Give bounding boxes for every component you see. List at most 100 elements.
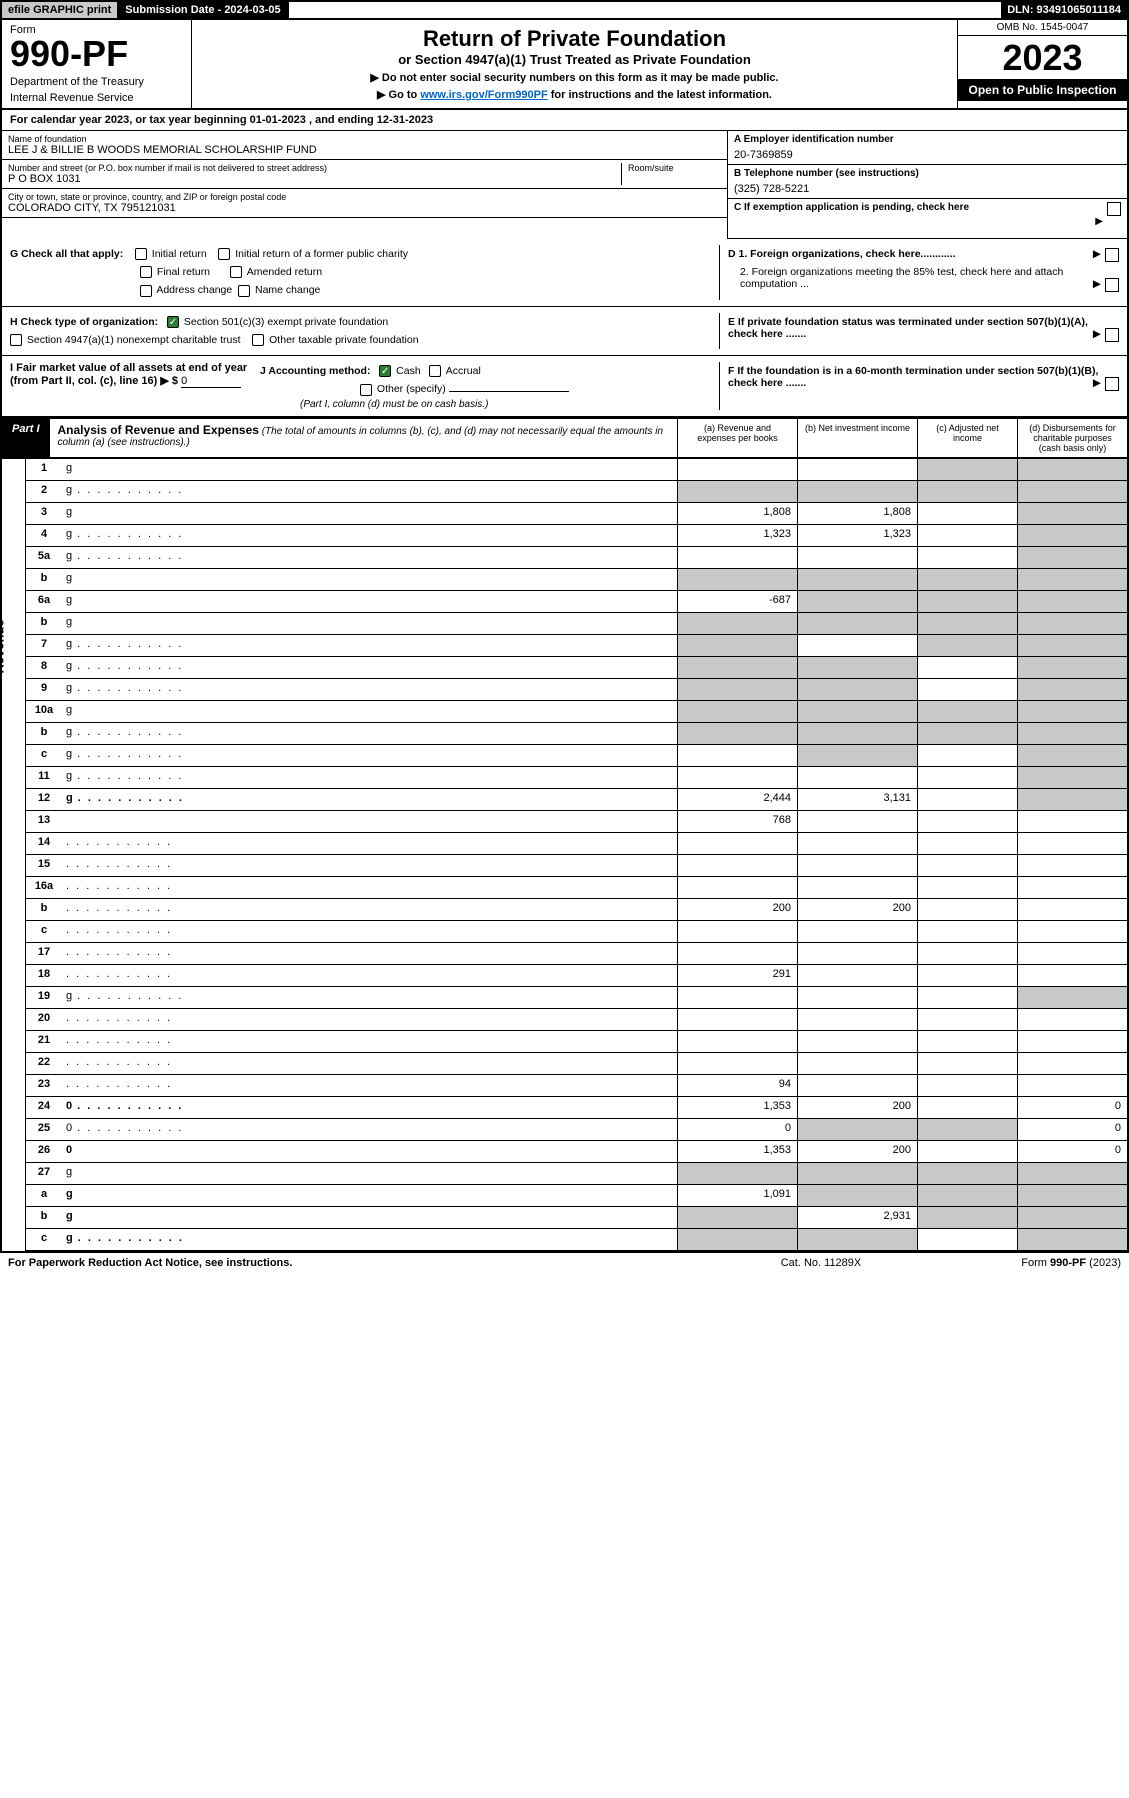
table-row: b200200 <box>26 899 1127 921</box>
exemption-checkbox[interactable] <box>1107 202 1121 216</box>
cell-c <box>917 899 1017 920</box>
d1-checkbox[interactable] <box>1105 248 1119 262</box>
cell-d <box>1017 1185 1127 1206</box>
cell-a <box>677 1009 797 1030</box>
table-row: cg <box>26 1229 1127 1251</box>
cell-a: 1,353 <box>677 1097 797 1118</box>
cell-a <box>677 613 797 634</box>
cell-c <box>917 591 1017 612</box>
foundation-name: LEE J & BILLIE B WOODS MEMORIAL SCHOLARS… <box>8 144 721 156</box>
h-line: H Check type of organization: Section 50… <box>10 313 719 331</box>
cell-a: 1,323 <box>677 525 797 546</box>
opt-final: Final return <box>157 266 210 278</box>
h-left: H Check type of organization: Section 50… <box>10 313 719 349</box>
row-number: 26 <box>26 1141 62 1162</box>
info-left: Name of foundation LEE J & BILLIE B WOOD… <box>2 131 727 239</box>
cell-d <box>1017 1163 1127 1184</box>
submission-date: Submission Date - 2024-03-05 <box>119 2 288 18</box>
cell-c <box>917 1009 1017 1030</box>
f-checkbox[interactable] <box>1105 377 1119 391</box>
j-line: J Accounting method: Cash Accrual <box>260 362 719 380</box>
phone-label: B Telephone number (see instructions) <box>734 168 1121 179</box>
row-desc: g <box>62 1229 677 1250</box>
d-right: D 1. Foreign organizations, check here..… <box>719 245 1119 300</box>
row-number: 10a <box>26 701 62 722</box>
check-section-ij: I Fair market value of all assets at end… <box>0 356 1129 417</box>
cell-c <box>917 1207 1017 1228</box>
cell-a <box>677 657 797 678</box>
g-left: G Check all that apply: Initial return I… <box>10 245 719 300</box>
form-link[interactable]: www.irs.gov/Form990PF <box>420 89 547 101</box>
e-checkbox[interactable] <box>1105 328 1119 342</box>
row-number: c <box>26 745 62 766</box>
row-desc: g <box>62 767 677 788</box>
row-desc: g <box>62 789 677 810</box>
note2-pre: ▶ Go to <box>377 89 420 101</box>
table-row: 2401,3532000 <box>26 1097 1127 1119</box>
cell-d <box>1017 1207 1127 1228</box>
name-cell: Name of foundation LEE J & BILLIE B WOOD… <box>2 131 727 160</box>
name-change-checkbox[interactable] <box>238 285 250 297</box>
cash-checkbox[interactable] <box>379 365 391 377</box>
info-right: A Employer identification number 20-7369… <box>727 131 1127 239</box>
cell-a <box>677 1053 797 1074</box>
cell-d <box>1017 1075 1127 1096</box>
cell-a: 1,808 <box>677 503 797 524</box>
other-method-checkbox[interactable] <box>360 384 372 396</box>
cell-a: 0 <box>677 1119 797 1140</box>
address-change-checkbox[interactable] <box>140 285 152 297</box>
former-charity-checkbox[interactable] <box>218 248 230 260</box>
row-number: 24 <box>26 1097 62 1118</box>
cell-d <box>1017 855 1127 876</box>
opt-former: Initial return of a former public charit… <box>235 248 408 260</box>
initial-return-checkbox[interactable] <box>135 248 147 260</box>
cell-b <box>797 569 917 590</box>
cell-c <box>917 921 1017 942</box>
amended-checkbox[interactable] <box>230 266 242 278</box>
j-note: (Part I, column (d) must be on cash basi… <box>260 399 719 410</box>
accrual-checkbox[interactable] <box>429 365 441 377</box>
j-line2: Other (specify) <box>260 380 719 398</box>
cell-d: 0 <box>1017 1141 1127 1162</box>
row-desc: g <box>62 745 677 766</box>
cell-c <box>917 833 1017 854</box>
page-footer: For Paperwork Reduction Act Notice, see … <box>0 1253 1129 1273</box>
cell-d <box>1017 987 1127 1008</box>
part1-label: Part I <box>2 419 50 457</box>
e-label: E If private foundation status was termi… <box>728 316 1088 340</box>
cell-c <box>917 635 1017 656</box>
cell-d <box>1017 547 1127 568</box>
row-number: 7 <box>26 635 62 656</box>
cell-a <box>677 679 797 700</box>
cell-b <box>797 481 917 502</box>
cell-d: 0 <box>1017 1119 1127 1140</box>
cell-a <box>677 481 797 502</box>
row-number: 25 <box>26 1119 62 1140</box>
other-specify <box>449 391 569 392</box>
check-section-h: H Check type of organization: Section 50… <box>0 307 1129 356</box>
cell-b <box>797 1229 917 1250</box>
cell-c <box>917 701 1017 722</box>
4947-checkbox[interactable] <box>10 334 22 346</box>
i-block: I Fair market value of all assets at end… <box>10 362 250 409</box>
cell-b <box>797 547 917 568</box>
d2-checkbox[interactable] <box>1105 278 1119 292</box>
row-desc: g <box>62 987 677 1008</box>
efile-label[interactable]: efile GRAPHIC print <box>2 2 119 18</box>
cell-c <box>917 811 1017 832</box>
501c3-checkbox[interactable] <box>167 316 179 328</box>
f-line: F If the foundation is in a 60-month ter… <box>728 362 1119 392</box>
table-row: 3g1,8081,808 <box>26 503 1127 525</box>
final-return-checkbox[interactable] <box>140 266 152 278</box>
cell-d <box>1017 635 1127 656</box>
cell-b: 200 <box>797 1097 917 1118</box>
cell-b <box>797 1119 917 1140</box>
other-taxable-checkbox[interactable] <box>252 334 264 346</box>
phone-cell: B Telephone number (see instructions) (3… <box>728 165 1127 199</box>
cell-c <box>917 613 1017 634</box>
cell-b <box>797 833 917 854</box>
row-number: b <box>26 723 62 744</box>
row-desc <box>62 921 677 942</box>
cell-c <box>917 943 1017 964</box>
top-bar: efile GRAPHIC print Submission Date - 20… <box>0 0 1129 20</box>
